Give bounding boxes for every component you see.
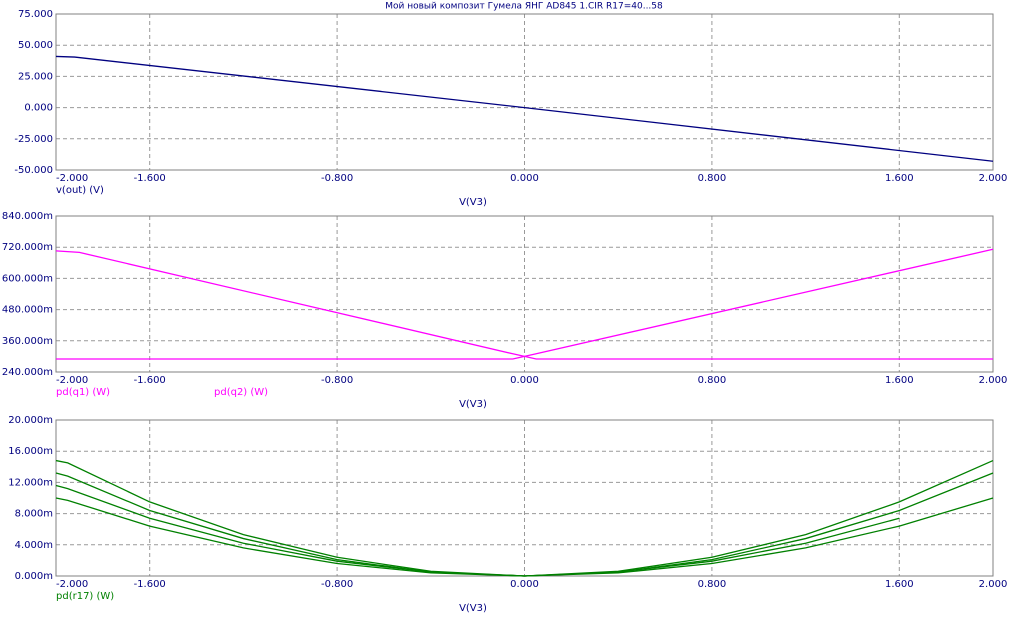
y-tick-label: 360.000m [2,336,53,347]
y-tick-label: -50.000 [14,165,53,176]
y-tick-label: 240.000m [2,367,53,378]
x-tick-label: 2.000 [979,579,1008,590]
y-tick-label: 50.000 [18,40,53,51]
y-tick-label: 12.000m [8,477,53,488]
series-line [56,248,994,360]
x-tick-label: 0.800 [698,173,727,184]
x-tick-label: 0.800 [698,375,727,386]
x-tick-label: 0.000 [510,375,539,386]
x-tick-label: 0.800 [698,579,727,590]
y-tick-label: 0.000 [24,103,53,114]
y-tick-label: -25.000 [14,134,53,145]
y-tick-label: 75.000 [18,9,53,20]
legend-label: pd(q1) (W) [56,387,110,398]
y-tick-label: 16.000m [8,446,53,457]
legend-label: pd(r17) (W) [56,591,114,602]
chart-title: Мой новый композит Гумела ЯНГ AD845 1.CI… [385,2,663,12]
plot-frame [55,215,994,373]
x-axis-label: V(V3) [459,399,487,410]
legend-label: pd(q2) (W) [214,387,268,398]
x-tick-label: 2.000 [979,375,1008,386]
x-tick-label: -2.000 [56,579,88,590]
y-tick-label: 25.000 [18,71,53,82]
x-axis-label: V(V3) [459,603,487,614]
y-tick-label: 0.000m [15,571,53,582]
x-tick-label: 1.600 [885,173,914,184]
y-tick-label: 20.000m [8,415,53,426]
y-tick-label: 480.000m [2,305,53,316]
legend-label: v(out) (V) [56,185,104,196]
x-tick-label: 2.000 [979,173,1008,184]
series-line [55,484,900,577]
x-tick-label: -1.600 [134,579,166,590]
x-tick-label: -1.600 [134,173,166,184]
x-axis-label: V(V3) [459,197,487,208]
y-tick-label: 8.000m [15,509,53,520]
y-tick-label: 720.000m [2,242,53,253]
y-tick-label: 840.000m [2,211,53,222]
x-tick-label: -1.600 [134,375,166,386]
series-line [55,250,993,360]
x-tick-label: -2.000 [56,173,88,184]
x-tick-label: 1.600 [885,375,914,386]
x-tick-label: -0.800 [321,579,353,590]
x-tick-label: 1.600 [885,579,914,590]
y-tick-label: 4.000m [15,540,53,551]
x-tick-label: -0.800 [321,375,353,386]
series-line [55,497,994,577]
series-line [55,55,994,162]
plot-frame [55,13,994,171]
x-tick-label: 0.000 [510,173,539,184]
y-tick-label: 600.000m [2,273,53,284]
x-tick-label: -0.800 [321,173,353,184]
x-tick-label: 0.000 [510,579,539,590]
x-tick-label: -2.000 [56,375,88,386]
